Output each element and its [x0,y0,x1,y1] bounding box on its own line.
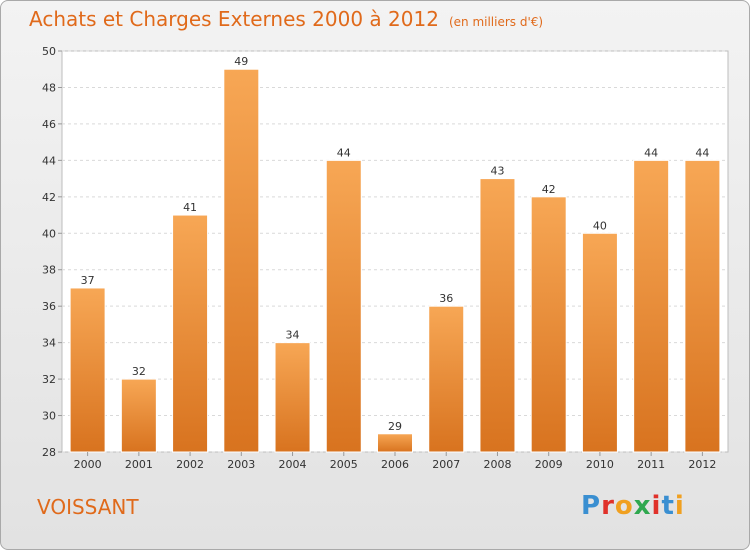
y-tick-label: 30 [42,410,56,423]
logo-text: Proxiti [581,491,685,521]
data-label: 49 [234,55,248,68]
y-tick-label: 34 [42,337,56,350]
data-label: 41 [183,201,197,214]
bar-2011 [633,159,670,453]
bar-2007 [428,305,465,453]
x-tick-label: 2004 [279,458,307,471]
bar-2002 [172,214,209,453]
logo-letter: P [581,491,602,521]
chart-title-block: Achats et Charges Externes 2000 à 2012 (e… [29,7,543,31]
x-tick-label: 2010 [586,458,614,471]
x-tick-label: 2012 [688,458,716,471]
data-label: 43 [490,165,504,178]
logo-letter: o [614,491,634,521]
data-label: 36 [439,292,453,305]
data-label: 42 [542,183,556,196]
x-tick-label: 2006 [381,458,409,471]
y-tick-label: 48 [42,81,56,94]
x-tick-label: 2009 [535,458,563,471]
y-tick-label: 42 [42,191,56,204]
x-tick-label: 2001 [125,458,153,471]
y-tick-label: 28 [42,446,56,459]
x-tick-label: 2002 [176,458,204,471]
logo-letter: r [601,491,615,521]
x-tick-label: 2003 [227,458,255,471]
logo-letter: x [633,491,652,521]
bar-2001 [120,378,157,453]
x-tick-label: 2000 [74,458,102,471]
data-label: 34 [286,329,300,342]
bar-2009 [530,196,567,453]
data-label: 44 [337,146,351,159]
x-tick-label: 2007 [432,458,460,471]
bar-2005 [325,159,362,453]
proxiti-logo: Proxiti [581,491,685,521]
logo-letter: i [674,491,685,521]
bar-2008 [479,178,516,453]
chart-title: Achats et Charges Externes 2000 à 2012 [29,7,439,31]
y-tick-label: 38 [42,264,56,277]
bar-2006 [377,433,413,453]
y-tick-label: 46 [42,118,56,131]
data-label: 32 [132,365,146,378]
y-tick-label: 40 [42,227,56,240]
bar-2010 [581,232,618,453]
y-tick-label: 36 [42,300,56,313]
plot-area [61,50,729,453]
y-tick-label: 44 [42,154,56,167]
logo-letter: t [661,491,675,521]
x-tick-label: 2005 [330,458,358,471]
bar-2000 [69,287,106,453]
data-label: 29 [388,420,402,433]
data-label: 40 [593,219,607,232]
chart-subtitle: (en milliers d'€) [448,15,544,29]
logo-letter: i [651,491,662,521]
y-tick-label: 32 [42,373,56,386]
x-tick-label: 2011 [637,458,665,471]
bar-2012 [684,159,721,453]
bar-2004 [274,342,311,453]
city-name: VOISSANT [37,495,139,519]
bar-2003 [223,68,260,453]
data-label: 37 [81,274,95,287]
y-tick-label: 50 [42,45,56,58]
x-tick-label: 2008 [483,458,511,471]
data-label: 44 [695,146,709,159]
data-label: 44 [644,146,658,159]
